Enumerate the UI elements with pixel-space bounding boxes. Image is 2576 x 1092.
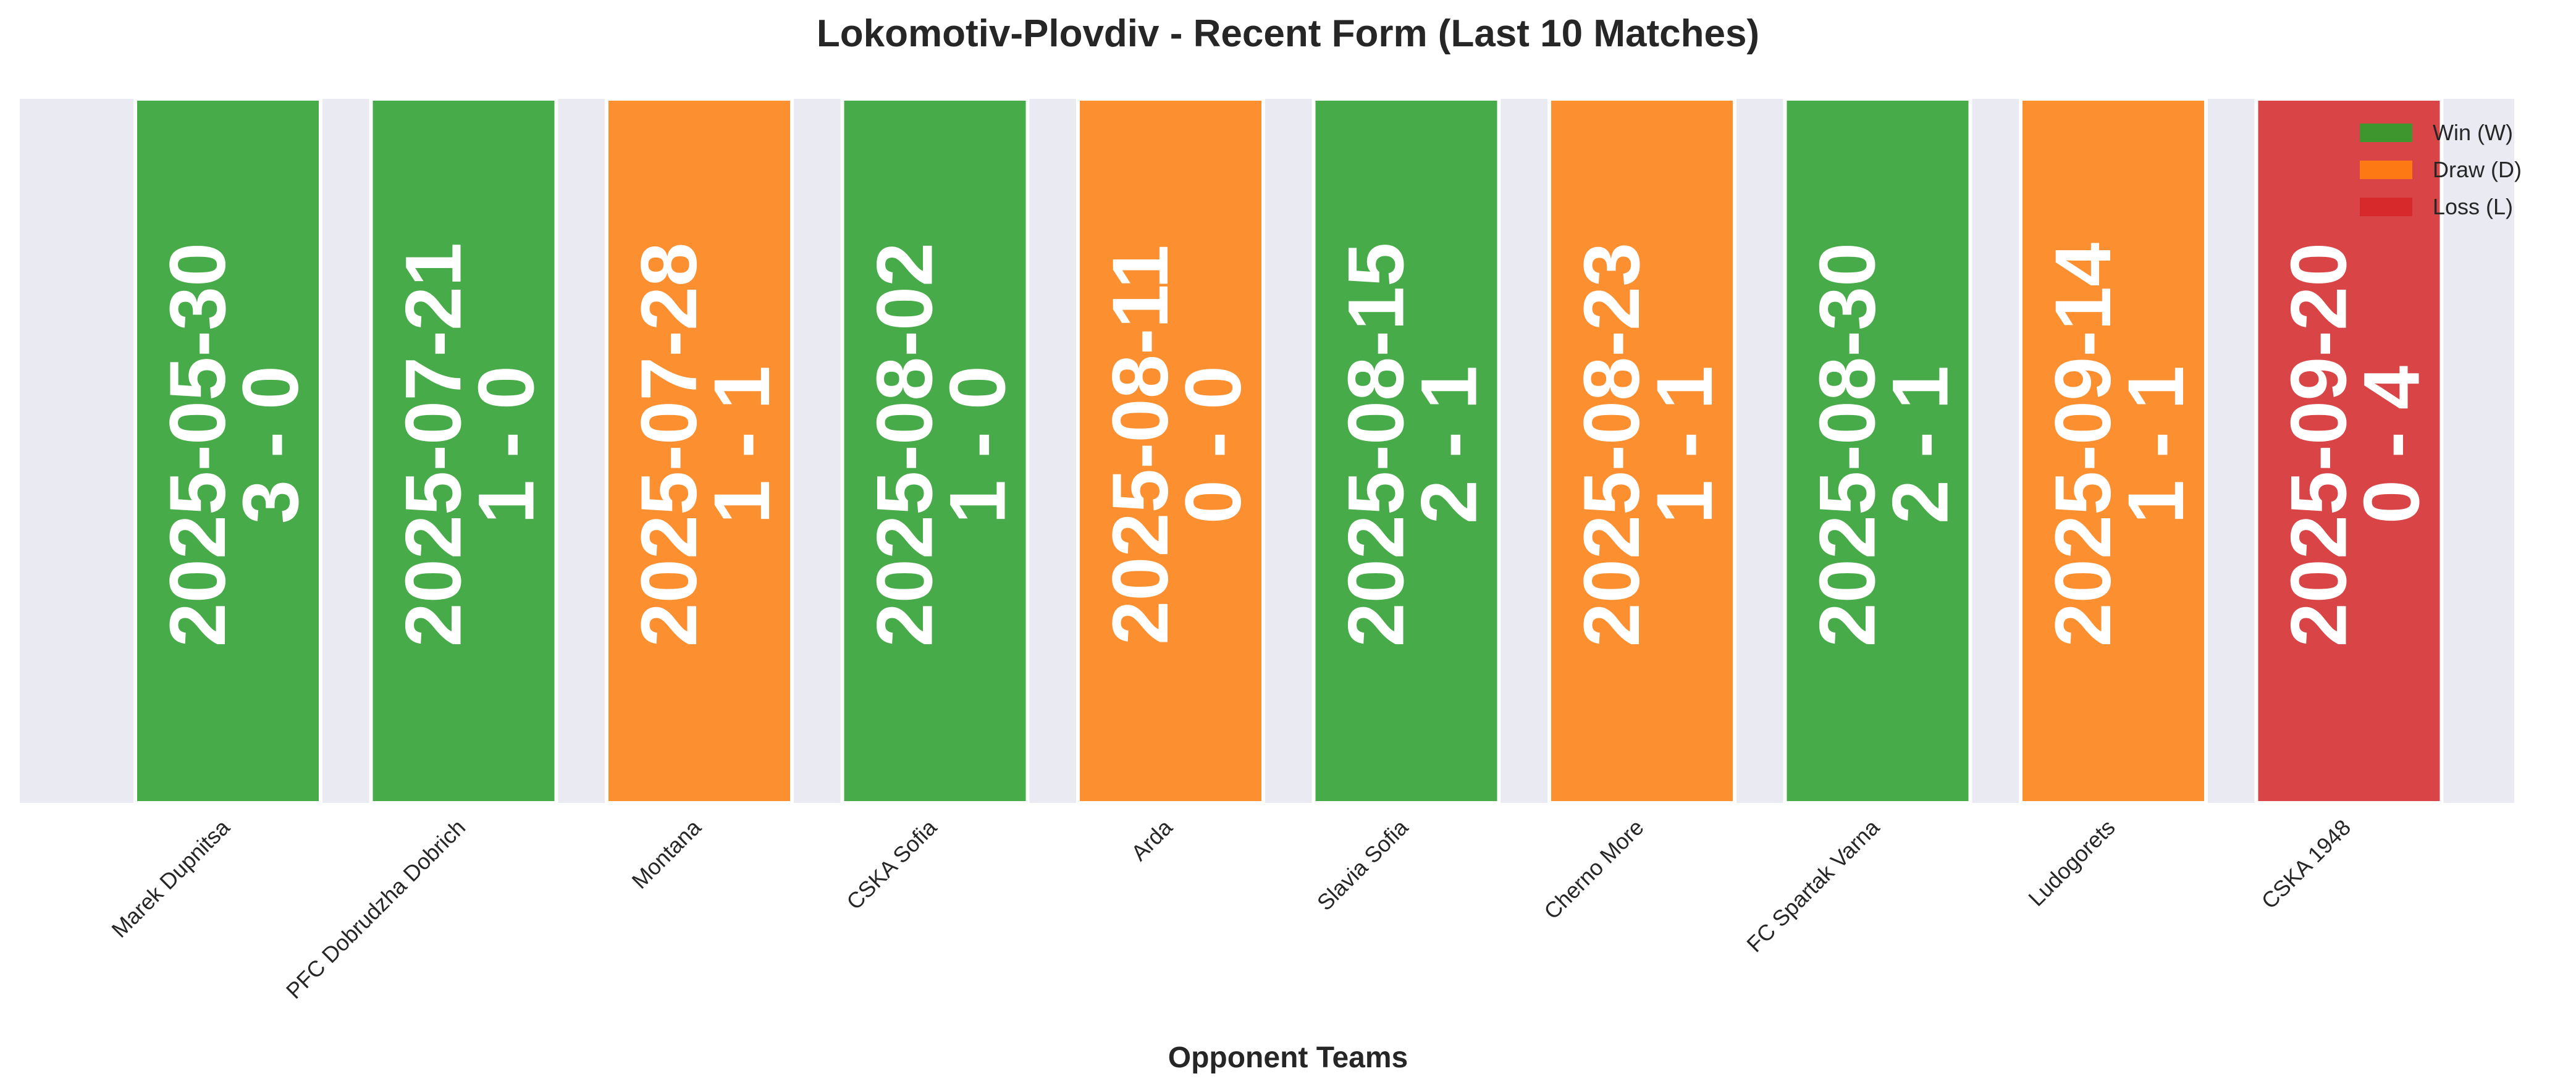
bar-label: 2025-08-152 - 1	[1332, 243, 1494, 647]
x-tick-labels: Marek Dupnitsa PFC Dobrudzha Dobrich Monta…	[106, 814, 2355, 1004]
match-date: 2025-07-21	[390, 243, 478, 647]
legend: Win (W) Draw (D) Loss (L)	[2360, 120, 2522, 219]
bar-group: 2025-08-021 - 0	[840, 97, 1030, 805]
x-tick-label: Cherno More	[1539, 815, 1649, 925]
legend-item-d: Draw (D)	[2360, 157, 2522, 182]
result-bar-w	[369, 97, 558, 805]
match-score: 1 - 1	[2112, 366, 2200, 524]
x-tick-label: Arda	[1126, 814, 1177, 865]
bar-group: 2025-09-200 - 4	[2254, 97, 2444, 805]
bar-group: 2025-09-141 - 1	[2019, 97, 2208, 805]
legend-item-l: Loss (L)	[2360, 194, 2513, 219]
result-bar-w	[133, 97, 322, 805]
match-score: 3 - 0	[227, 366, 315, 524]
match-date: 2025-08-23	[1568, 243, 1656, 647]
result-bar-w	[840, 97, 1030, 805]
result-bar-d	[2019, 97, 2208, 805]
bar-label: 2025-09-200 - 4	[2275, 243, 2436, 647]
bar-label: 2025-07-281 - 1	[625, 243, 786, 647]
x-axis-label: Opponent Teams	[1168, 1041, 1408, 1074]
bar-group: 2025-05-303 - 0	[133, 97, 322, 805]
bar-label: 2025-08-231 - 1	[1568, 243, 1729, 647]
bar-group: 2025-08-152 - 1	[1311, 97, 1501, 805]
legend-swatch	[2360, 198, 2412, 216]
match-score: 1 - 0	[463, 366, 551, 524]
x-tick-label: Marek Dupnitsa	[106, 814, 235, 943]
match-score: 0 - 0	[1169, 366, 1258, 524]
bar-group: 2025-07-211 - 0	[369, 97, 558, 805]
legend-item-w: Win (W)	[2360, 120, 2513, 145]
match-date: 2025-07-28	[625, 243, 713, 647]
x-tick-label: Montana	[627, 814, 707, 894]
x-tick-label: Slavia Sofia	[1312, 814, 1413, 915]
match-date: 2025-09-14	[2039, 243, 2128, 647]
legend-swatch	[2360, 161, 2412, 179]
legend-label: Win (W)	[2433, 120, 2513, 145]
legend-label: Loss (L)	[2433, 194, 2513, 219]
x-tick-label: FC Spartak Varna	[1741, 814, 1885, 957]
match-date: 2025-08-02	[861, 243, 949, 647]
bar-label: 2025-07-211 - 0	[390, 243, 551, 647]
x-tick-label: PFC Dobrudzha Dobrich	[281, 815, 470, 1004]
result-bar-d	[1076, 97, 1265, 805]
bar-label: 2025-08-110 - 0	[1096, 245, 1258, 645]
match-date: 2025-05-30	[154, 243, 242, 647]
result-bar-w	[1311, 97, 1501, 805]
chart-title: Lokomotiv-Plovdiv - Recent Form (Last 10…	[817, 12, 1759, 55]
match-score: 1 - 0	[934, 366, 1022, 524]
bar-group: 2025-08-110 - 0	[1076, 97, 1265, 805]
x-tick-label: CSKA 1948	[2257, 815, 2356, 914]
bar-group: 2025-08-302 - 1	[1783, 97, 1972, 805]
match-score: 2 - 1	[1877, 366, 1965, 524]
match-score: 1 - 1	[1641, 366, 1729, 524]
x-tick-label: CSKA Sofia	[841, 814, 942, 915]
bars-layer: 2025-05-303 - 0 2025-07-211 - 0 2025-07-28…	[133, 97, 2444, 805]
result-bar-w	[1783, 97, 1972, 805]
bar-label: 2025-08-021 - 0	[861, 243, 1022, 647]
match-score: 0 - 4	[2348, 366, 2436, 524]
result-bar-d	[1547, 97, 1736, 805]
match-score: 1 - 1	[698, 366, 786, 524]
bar-label: 2025-05-303 - 0	[154, 243, 315, 647]
legend-label: Draw (D)	[2433, 157, 2522, 182]
match-score: 2 - 1	[1405, 366, 1494, 524]
x-tick-label: Ludogorets	[2023, 815, 2119, 911]
bar-label: 2025-09-141 - 1	[2039, 243, 2200, 647]
result-bar-d	[605, 97, 794, 805]
match-date: 2025-08-11	[1096, 245, 1185, 645]
match-date: 2025-09-20	[2275, 243, 2363, 647]
bar-label: 2025-08-302 - 1	[1804, 243, 1965, 647]
bar-group: 2025-07-281 - 1	[605, 97, 794, 805]
match-date: 2025-08-30	[1804, 243, 1892, 647]
bar-group: 2025-08-231 - 1	[1547, 97, 1736, 805]
match-date: 2025-08-15	[1332, 243, 1421, 647]
legend-swatch	[2360, 124, 2412, 142]
